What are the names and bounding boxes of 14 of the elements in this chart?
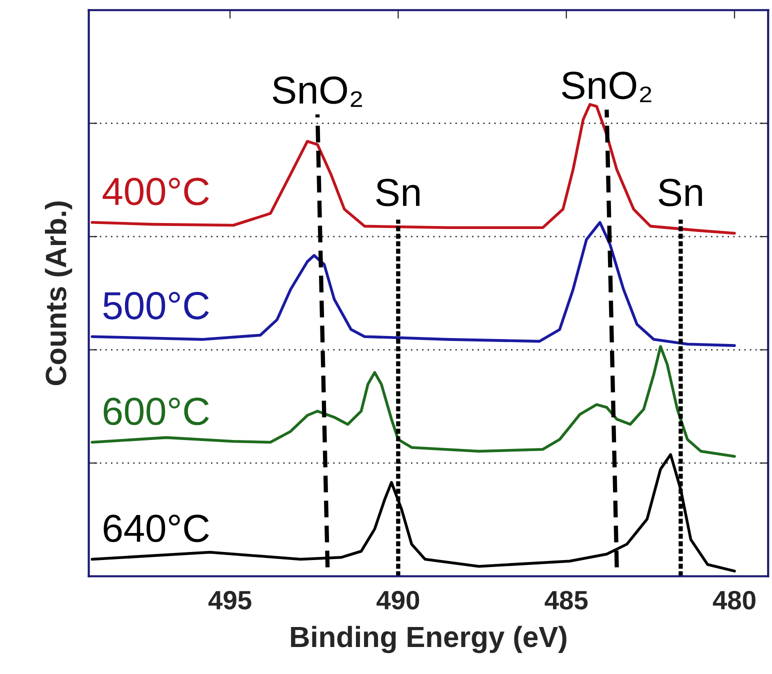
series-label: 600°C (104, 398, 209, 426)
x-tick-label: 495 (208, 590, 252, 610)
x-tick-label: 490 (376, 590, 420, 610)
ref-line-label: Sn (376, 178, 420, 206)
x-axis-title: Binding Energy (eV) (291, 626, 566, 654)
series-label: 640°C (104, 514, 209, 542)
annotation: SnO₂ (562, 72, 652, 102)
x-tick-label: 480 (712, 590, 756, 610)
ref-line-label: Sn (658, 178, 702, 206)
annotation: SnO₂ (272, 76, 362, 107)
y-axis-title: Counts (Arb.) (44, 201, 72, 386)
series-label: 500°C (103, 292, 209, 320)
series-label: 400°C (102, 178, 209, 206)
x-tick-label: 485 (544, 590, 588, 610)
